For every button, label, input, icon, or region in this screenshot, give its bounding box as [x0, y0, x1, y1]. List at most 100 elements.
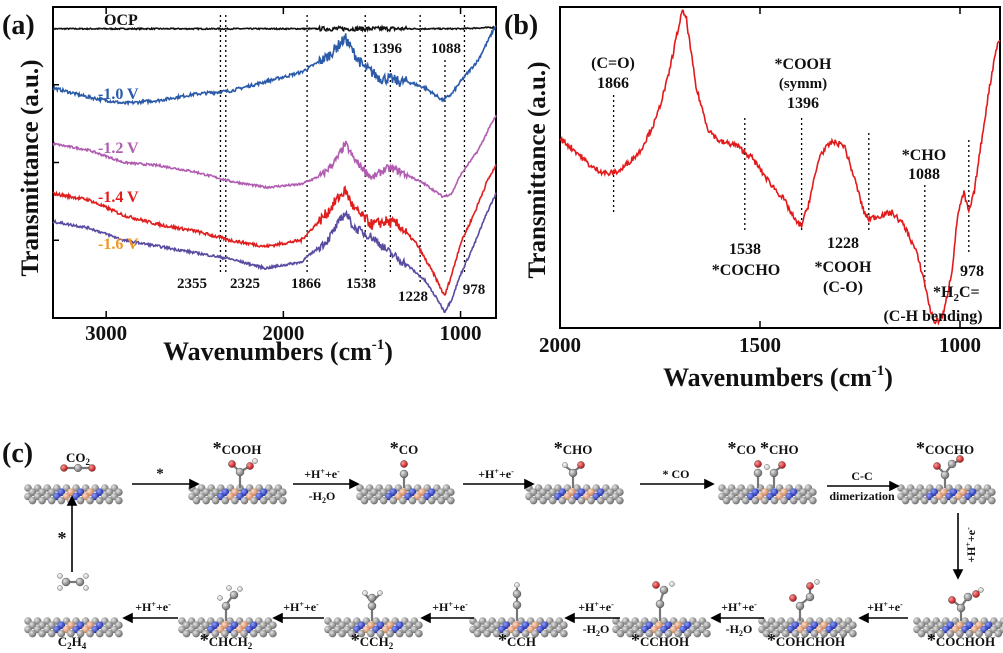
- atom: [959, 496, 967, 505]
- panel-b-reference-lines: [612, 95, 970, 288]
- atom: [512, 629, 520, 638]
- adsorbate-co: [399, 460, 409, 488]
- step-label-4: * CO: [663, 467, 690, 481]
- carbon-atom: [769, 468, 779, 478]
- atom: [930, 496, 939, 505]
- atom: [917, 629, 926, 638]
- hydrogen-atom: [57, 585, 63, 591]
- atom: [221, 496, 230, 505]
- carbon-atom: [367, 593, 377, 603]
- atom: [606, 496, 615, 505]
- arrowhead-1: [189, 478, 200, 490]
- atom: [984, 629, 993, 638]
- arrowhead-4: [704, 478, 715, 490]
- atom: [820, 629, 828, 638]
- atom: [47, 629, 56, 638]
- atom: [240, 629, 248, 638]
- carbon-atom: [229, 590, 239, 600]
- atom: [47, 496, 56, 505]
- atom: [596, 496, 605, 505]
- carbon-atom: [367, 601, 377, 611]
- species-cohchoh: *COHCHOH: [767, 630, 845, 650]
- carbon-atom: [795, 601, 805, 611]
- carbon-atom: [512, 600, 522, 610]
- atom: [635, 629, 644, 638]
- series-line--1-4V: [52, 163, 497, 296]
- catalyst-slab-1: [24, 484, 123, 505]
- atom: [269, 629, 277, 638]
- atom: [529, 496, 538, 505]
- step-label-6: +H++e-: [964, 527, 978, 563]
- series-label-minus-1-4v: -1.4 V: [98, 189, 139, 206]
- atom: [240, 496, 249, 505]
- atom: [683, 629, 692, 638]
- carbon-atom: [61, 577, 71, 587]
- oxygen-atom: [806, 582, 814, 590]
- series-line--1-0V: [52, 25, 497, 107]
- panel-b-label: (b): [504, 10, 538, 41]
- atom: [473, 629, 482, 638]
- annotation-cocho: *COCHO: [712, 262, 780, 279]
- atom: [447, 496, 455, 505]
- carbon-atom: [963, 592, 973, 602]
- annotation-cooh-symm-wavenumber: 1396: [787, 95, 819, 112]
- panel-c-label: (c): [2, 438, 33, 469]
- peak-label-1228: 1228: [398, 289, 428, 305]
- atom: [360, 496, 369, 505]
- series-label-ocp: OCP: [104, 12, 138, 29]
- species-co: *CO: [390, 438, 419, 458]
- atom: [949, 496, 958, 505]
- adsorbate-cohchoh: [789, 579, 820, 621]
- reaction-arrows: [66, 478, 964, 624]
- hydrogen-atom: [83, 573, 89, 579]
- hydrogen-atom: [362, 590, 368, 596]
- peak-label-1396: 1396: [372, 41, 403, 57]
- atom: [539, 496, 547, 505]
- atom: [732, 496, 740, 505]
- adsorbate-cch: [512, 582, 522, 621]
- adsorbate-cooh: [228, 458, 258, 488]
- hydrogen-atom: [377, 590, 383, 596]
- atom: [76, 496, 85, 505]
- carbon-atom: [512, 589, 522, 599]
- annotation-co-bond: (C=O): [591, 55, 635, 72]
- atom: [279, 496, 287, 505]
- catalyst-slab-10: [469, 617, 568, 638]
- atom: [550, 629, 559, 638]
- oxygen-atom: [972, 590, 980, 598]
- atom: [250, 496, 258, 505]
- hydrogen-atom: [562, 462, 568, 468]
- step-label-9: +H++e-: [578, 600, 614, 614]
- atom: [338, 629, 346, 638]
- catalyst-slab-9: [612, 617, 711, 638]
- atom: [799, 496, 808, 505]
- atom: [367, 629, 375, 638]
- atom: [95, 496, 104, 505]
- annotation-h2c: *H2C=: [933, 284, 980, 304]
- atom: [965, 629, 974, 638]
- series-label-minus-1-2v: -1.2 V: [98, 140, 139, 157]
- atom: [693, 629, 702, 638]
- atom: [789, 496, 798, 505]
- atom: [975, 629, 983, 638]
- hydrogen-atom: [514, 582, 520, 588]
- atom: [531, 629, 539, 638]
- arrowhead-3: [524, 478, 535, 490]
- catalyst-slab-4: [525, 484, 624, 505]
- atom: [105, 629, 114, 638]
- panel-a-frame: [52, 6, 497, 319]
- panel-a-label: (a): [2, 10, 35, 41]
- oxygen-atom: [948, 596, 956, 604]
- series-line--1-2V: [52, 115, 497, 199]
- step-label-2: +H++e-: [304, 467, 340, 481]
- atom: [577, 496, 586, 505]
- step-label-5-line1: C-C: [851, 469, 872, 483]
- series-line--1-6V: [52, 192, 497, 314]
- atom: [901, 496, 910, 505]
- series-line-panel-b: [559, 9, 1001, 326]
- catalyst-slab-7: [913, 617, 1003, 638]
- panel-a-x-axis-label: Wavenumbers (cm-1): [163, 337, 393, 366]
- atom: [781, 629, 790, 638]
- species-co2: CO2: [66, 450, 91, 467]
